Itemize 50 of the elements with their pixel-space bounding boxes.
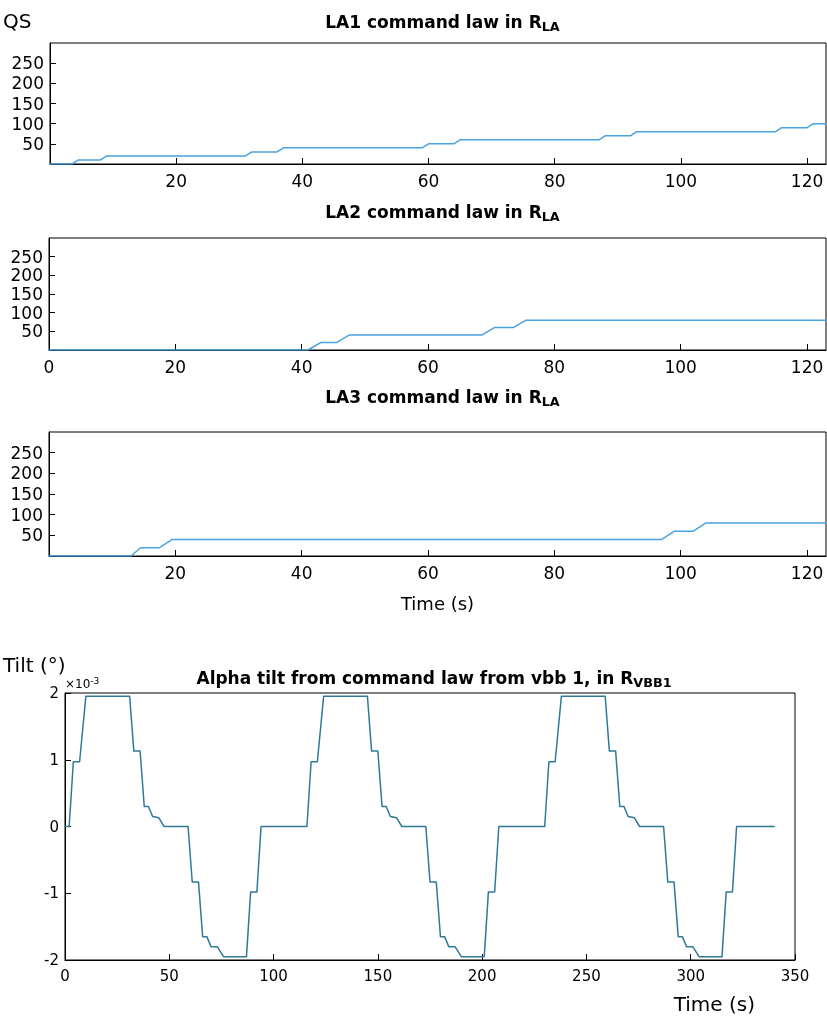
y-tick-label: 150 xyxy=(11,93,44,114)
y-tick-label: 2 xyxy=(49,684,59,702)
y-tick-label: 50 xyxy=(21,525,43,546)
y-tick-label: 250 xyxy=(11,53,44,74)
y-tick-label: 150 xyxy=(10,484,43,504)
y-tick-label: 200 xyxy=(11,73,44,94)
y-tick-label: 1 xyxy=(49,750,59,769)
x-tick-label: 300 xyxy=(676,966,706,985)
x-tick-label: 20 xyxy=(164,562,187,583)
y-tick-label: -1 xyxy=(44,884,59,903)
y-tick-label: 50 xyxy=(22,133,44,154)
x-tick-label: 100 xyxy=(664,562,697,583)
x-tick-label: 120 xyxy=(790,562,824,583)
line-series xyxy=(64,695,775,958)
y-tick-label: 50 xyxy=(21,321,43,342)
x-tick-label: 120 xyxy=(790,170,824,191)
x-tick-label: 20 xyxy=(164,356,187,377)
y-tick-label: 200 xyxy=(10,463,43,484)
x-tick-label: 80 xyxy=(543,356,566,377)
x-tick-label: 350 xyxy=(780,966,810,985)
y-tick-label: 100 xyxy=(10,504,43,525)
x-tick-label: 100 xyxy=(259,966,288,985)
y-tick-label: 250 xyxy=(10,246,43,267)
x-axis-title: Time (s) xyxy=(399,592,475,614)
y-tick-label: 200 xyxy=(10,265,43,286)
x-axis-title: Time (s) xyxy=(672,992,755,1016)
x-tick-label: 60 xyxy=(417,170,440,191)
x-tick-label: 200 xyxy=(467,966,497,985)
y-tick-label: -2 xyxy=(44,951,59,969)
x-tick-label: 50 xyxy=(159,966,179,985)
x-tick-label: 150 xyxy=(363,966,393,985)
x-tick-label: 40 xyxy=(290,356,313,377)
y-tick-label: 250 xyxy=(10,442,43,463)
x-tick-label: 100 xyxy=(664,356,697,377)
x-tick-label: 80 xyxy=(543,562,566,583)
y-tick-label: 150 xyxy=(10,284,43,304)
y-axis-title: Tilt (°) xyxy=(2,653,66,677)
x-tick-label: 20 xyxy=(165,170,187,191)
y-tick-label: 100 xyxy=(10,302,43,323)
y-tick-label: 100 xyxy=(11,113,44,134)
x-tick-label: 100 xyxy=(664,170,698,191)
x-tick-label: 80 xyxy=(543,170,566,191)
x-tick-label: 120 xyxy=(790,356,824,377)
y-tick-label: 0 xyxy=(49,817,59,836)
x-tick-label: 40 xyxy=(290,562,313,583)
x-tick-label: 60 xyxy=(417,356,439,377)
x-tick-label: 40 xyxy=(291,170,314,191)
y-axis-title: QS xyxy=(3,9,32,33)
x-tick-label: 250 xyxy=(572,966,601,985)
x-tick-label: 60 xyxy=(417,562,439,583)
